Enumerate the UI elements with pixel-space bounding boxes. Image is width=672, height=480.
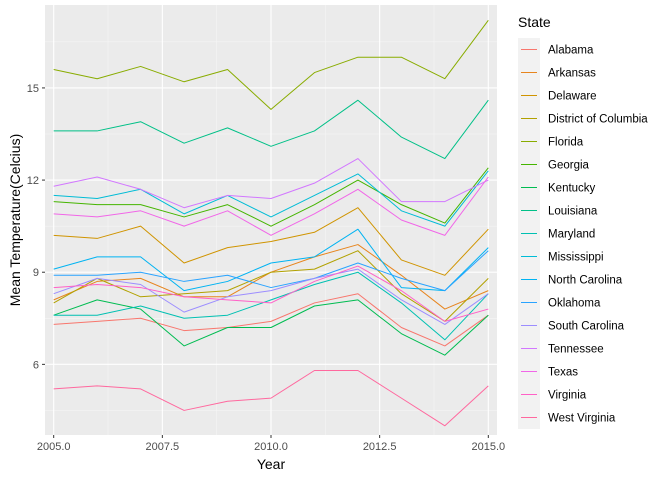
series-line-tennessee <box>53 158 489 209</box>
series-line-texas <box>53 176 489 236</box>
legend-label-virginia: Virginia <box>548 390 587 402</box>
legend-label-texas: Texas <box>548 367 578 379</box>
series-line-florida <box>53 20 489 110</box>
legend-label-florida: Florida <box>548 137 584 149</box>
legend-title: State <box>518 14 551 30</box>
series-line-delaware <box>53 207 489 276</box>
x-tick-label: 2007.5 <box>146 441 180 453</box>
legend-label-mississippi: Mississippi <box>548 252 604 264</box>
series-lines <box>53 20 489 427</box>
legend-label-south-carolina: South Carolina <box>548 321 625 333</box>
y-tick-label: 6 <box>33 359 39 371</box>
series-line-north-carolina <box>53 228 489 292</box>
x-axis-title: Year <box>257 456 286 472</box>
series-line-oklahoma <box>53 250 489 292</box>
series-line-virginia <box>53 265 489 322</box>
legend-label-georgia: Georgia <box>548 160 590 172</box>
legend-label-kentucky: Kentucky <box>548 183 596 195</box>
legend: State Alabama Arkansas Delaware District of… <box>518 14 648 429</box>
series-line-louisiana <box>53 99 489 160</box>
y-tick-label: 15 <box>27 83 39 95</box>
series-line-alabama <box>53 293 489 347</box>
series-line-kentucky <box>53 299 489 356</box>
y-axis-ticks: 6 9 12 15 <box>27 83 45 371</box>
series-line-maryland <box>53 271 489 341</box>
x-tick-label: 2015.0 <box>471 441 505 453</box>
legend-items: Alabama Arkansas Delaware District of Colum… <box>518 38 648 429</box>
legend-label-maryland: Maryland <box>548 229 595 241</box>
series-line-west-virginia <box>53 370 489 427</box>
x-tick-label: 2005.0 <box>37 441 71 453</box>
y-tick-label: 9 <box>33 267 39 279</box>
series-line-district-of-columbia <box>53 250 489 322</box>
series-line-mississippi <box>53 170 489 227</box>
series-line-georgia <box>53 167 489 227</box>
legend-label-alabama: Alabama <box>548 45 594 57</box>
x-axis-ticks: 2005.0 2007.5 2010.0 2012.5 2015.0 <box>37 435 505 453</box>
legend-label-louisiana: Louisiana <box>548 206 598 218</box>
x-tick-label: 2010.0 <box>254 441 288 453</box>
legend-label-north-carolina: North Carolina <box>548 275 623 287</box>
legend-label-delaware: Delaware <box>548 91 597 103</box>
y-tick-label: 12 <box>27 175 39 187</box>
y-axis-title: Mean Temperature(Celcius) <box>7 134 23 306</box>
legend-label-tennessee: Tennessee <box>548 344 604 356</box>
legend-label-west-virginia: West Virginia <box>548 413 616 425</box>
legend-label-district-of-columbia: District of Columbia <box>548 114 648 126</box>
x-tick-label: 2012.5 <box>363 441 397 453</box>
series-line-south-carolina <box>53 268 489 325</box>
legend-label-arkansas: Arkansas <box>548 68 596 80</box>
legend-label-oklahoma: Oklahoma <box>548 298 601 310</box>
